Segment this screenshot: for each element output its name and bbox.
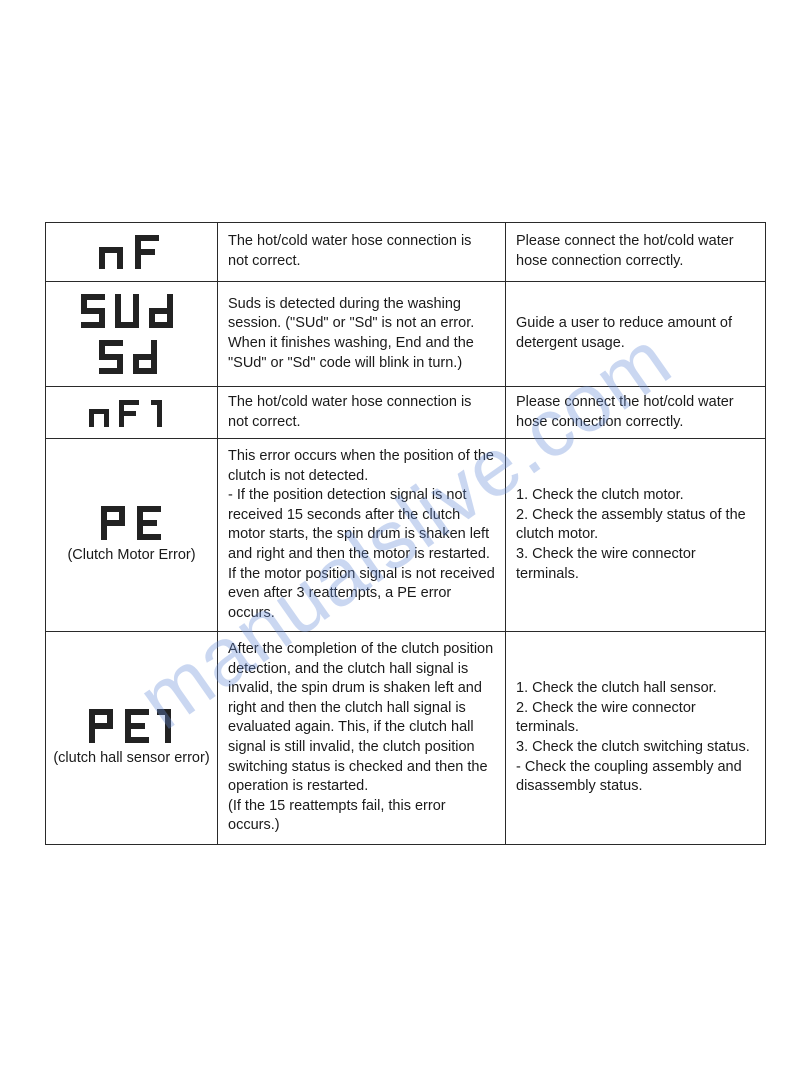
description-cell: The hot/cold water hose connection is no…	[218, 387, 506, 439]
action-cell: Guide a user to reduce amount of deterge…	[506, 282, 766, 387]
description-cell: The hot/cold water hose connection is no…	[218, 223, 506, 282]
error-code-table: The hot/cold water hose connection is no…	[45, 222, 766, 845]
error-code-table-container: The hot/cold water hose connection is no…	[45, 222, 765, 845]
description-cell: After the completion of the clutch posit…	[218, 632, 506, 845]
seven-seg-icon	[87, 398, 177, 428]
seven-seg-icon	[97, 504, 167, 542]
action-cell: 1. Check the clutch motor.2. Check the a…	[506, 439, 766, 632]
action-cell: Please connect the hot/cold water hose c…	[506, 223, 766, 282]
seven-seg-icon	[97, 233, 167, 271]
code-cell	[46, 282, 218, 387]
code-label: (Clutch Motor Error)	[52, 546, 211, 566]
table-row: (Clutch Motor Error) This error occurs w…	[46, 439, 766, 632]
description-cell: This error occurs when the position of t…	[218, 439, 506, 632]
code-label: (clutch hall sensor error)	[52, 749, 211, 769]
description-cell: Suds is detected during the washing sess…	[218, 282, 506, 387]
table-row: Suds is detected during the washing sess…	[46, 282, 766, 387]
code-cell: (Clutch Motor Error)	[46, 439, 218, 632]
action-cell: 1. Check the clutch hall sensor.2. Check…	[506, 632, 766, 845]
table-row: The hot/cold water hose connection is no…	[46, 387, 766, 439]
seven-seg-icon	[77, 292, 187, 376]
action-cell: Please connect the hot/cold water hose c…	[506, 387, 766, 439]
code-cell: (clutch hall sensor error)	[46, 632, 218, 845]
code-cell	[46, 387, 218, 439]
code-cell	[46, 223, 218, 282]
table-row: (clutch hall sensor error) After the com…	[46, 632, 766, 845]
table-row: The hot/cold water hose connection is no…	[46, 223, 766, 282]
seven-seg-icon	[85, 707, 179, 745]
